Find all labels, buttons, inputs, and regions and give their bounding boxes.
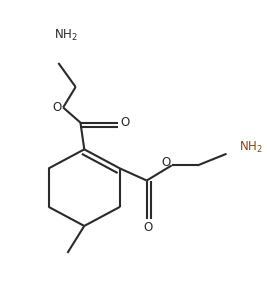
Text: O: O <box>53 101 62 114</box>
Text: O: O <box>161 156 170 169</box>
Text: O: O <box>143 221 153 234</box>
Text: NH$_2$: NH$_2$ <box>54 28 77 43</box>
Text: O: O <box>120 116 130 129</box>
Text: NH$_2$: NH$_2$ <box>239 140 263 155</box>
